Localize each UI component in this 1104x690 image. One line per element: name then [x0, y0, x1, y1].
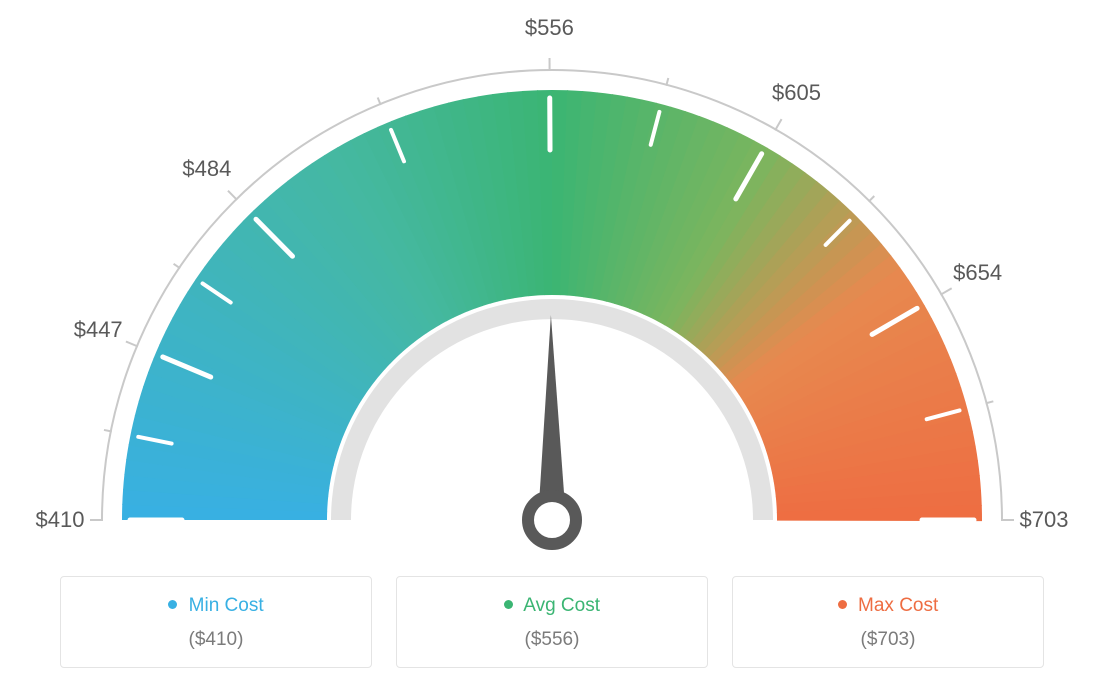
legend-min-dot [168, 600, 177, 609]
gauge-tick-703: $703 [1020, 507, 1069, 533]
legend-max-label: Max Cost [858, 595, 938, 616]
gauge-tick-484: $484 [182, 156, 231, 182]
legend-row: Min Cost ($410) Avg Cost ($556) Max Cost… [60, 576, 1044, 668]
gauge-tick-605: $605 [772, 80, 821, 106]
gauge-chart: $410 $447 $484 $556 $605 $654 $703 [0, 0, 1104, 560]
gauge-tick-556: $556 [525, 15, 574, 41]
legend-avg-value: ($556) [407, 629, 697, 651]
legend-max-dot [838, 600, 847, 609]
legend-card-min: Min Cost ($410) [60, 576, 372, 668]
legend-min-title: Min Cost [71, 595, 361, 617]
legend-avg-title: Avg Cost [407, 595, 697, 617]
gauge-tick-654: $654 [953, 260, 1002, 286]
legend-min-label: Min Cost [189, 595, 264, 616]
gauge-tick-410: $410 [36, 507, 85, 533]
cost-gauge-container: $410 $447 $484 $556 $605 $654 $703 Min Cost ($… [0, 0, 1104, 690]
legend-avg-dot [504, 600, 513, 609]
gauge-svg [0, 0, 1104, 560]
legend-card-max: Max Cost ($703) [732, 576, 1044, 668]
legend-max-value: ($703) [743, 629, 1033, 651]
legend-max-title: Max Cost [743, 595, 1033, 617]
legend-card-avg: Avg Cost ($556) [396, 576, 708, 668]
legend-avg-label: Avg Cost [523, 595, 600, 616]
gauge-tick-447: $447 [74, 317, 123, 343]
legend-min-value: ($410) [71, 629, 361, 651]
